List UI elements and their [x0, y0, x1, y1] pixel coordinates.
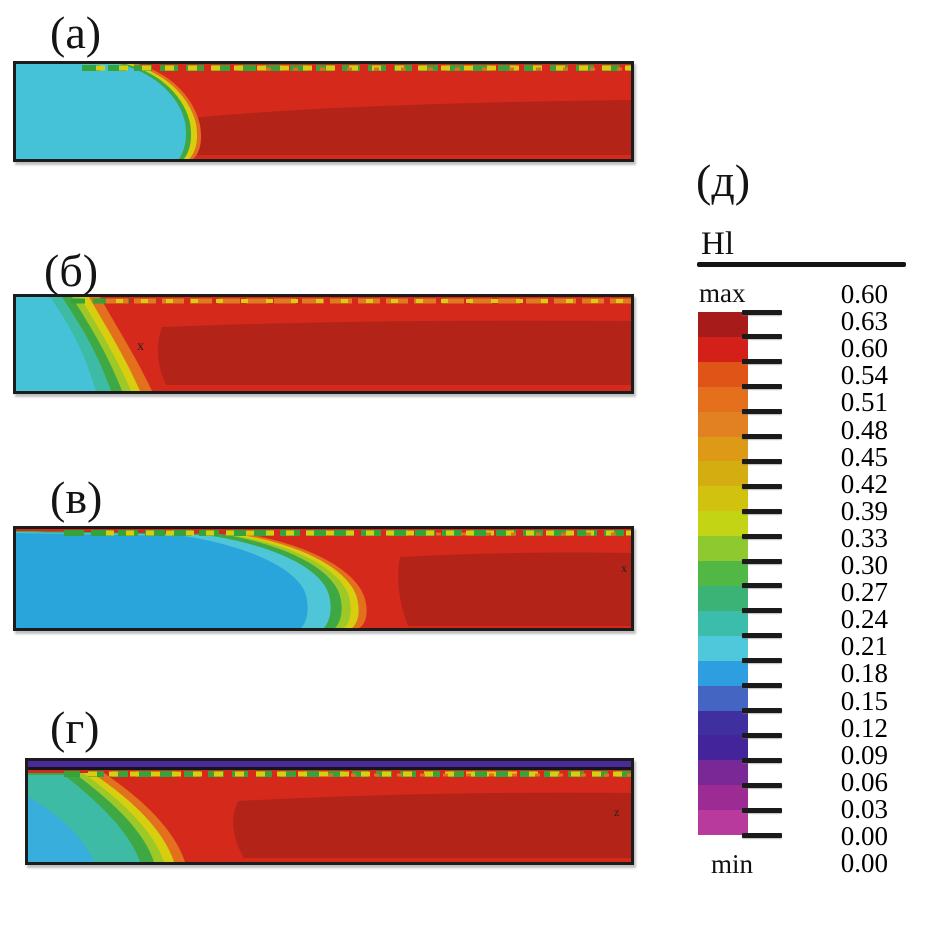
contour-plot-g-canvas: z: [28, 761, 631, 862]
colorbar-value-label: 0.39: [840, 495, 888, 526]
colorbar-value-label: 0.60: [840, 333, 888, 364]
colorbar-band: [698, 760, 748, 786]
colorbar-tick: [742, 707, 782, 713]
colorbar-band: [698, 411, 748, 437]
colorbar-tick: [742, 309, 782, 315]
colorbar-value-label: 0.06: [840, 766, 888, 797]
colorbar-tick: [742, 409, 782, 415]
colorbar-band: [698, 610, 748, 636]
colorbar-tick: [742, 608, 782, 614]
colorbar-value-label: 0.60: [840, 279, 888, 309]
contour-plot-a-canvas: [16, 64, 631, 159]
marker-x-v: x: [621, 561, 627, 575]
purple-top-stripe: [28, 761, 631, 767]
colorbar-band: [698, 386, 748, 412]
colorbar-value-label: 0.09: [840, 739, 888, 770]
colorbar-tick: [742, 658, 782, 664]
colorbar-value-label: 0.00: [840, 848, 888, 879]
colorbar-tick: [742, 807, 782, 813]
colorbar-tick: [742, 359, 782, 365]
colorbar-value-label: 0.27: [840, 577, 888, 608]
colorbar-value-label: 0.21: [840, 631, 888, 662]
colorbar-value-label: 0.00: [840, 821, 888, 851]
colorbar-value-label: 0.24: [840, 604, 888, 635]
colorbar-band: [698, 361, 748, 387]
colorbar-band: [698, 536, 748, 562]
contour-plot-b-canvas: x: [16, 297, 631, 391]
colorbar-band: [698, 336, 748, 362]
colorbar-band: [698, 685, 748, 711]
marker-z-g: z: [614, 805, 619, 819]
colorbar-value-label: 0.51: [840, 387, 888, 418]
legend-min-label: min: [711, 849, 754, 879]
colorbar: [698, 312, 748, 836]
colorbar-tick: [742, 483, 782, 489]
colorbar-band: [698, 511, 748, 537]
panel-g-label: (г): [50, 702, 100, 753]
colorbar-tick: [742, 384, 782, 390]
colorbar-tick: [742, 683, 782, 689]
colorbar-tick: [742, 633, 782, 639]
contour-plot-v: x: [13, 526, 634, 631]
colorbar-tick: [742, 583, 782, 589]
colorbar-tick: [742, 757, 782, 763]
colorbar-value-label: 0.54: [840, 360, 888, 391]
legend-rule: [697, 262, 906, 267]
colorbar-band: [698, 810, 748, 836]
colorbar-band: [698, 585, 748, 611]
colorbar-value-label: 0.45: [840, 441, 888, 472]
contour-plot-v-canvas: x: [16, 529, 631, 628]
legend-max-label: max: [699, 278, 746, 308]
panel-v-label: (в): [50, 472, 103, 523]
colorbar-band: [698, 436, 748, 462]
colorbar-value-label: 0.63: [840, 306, 888, 337]
colorbar-tick: [742, 558, 782, 564]
colorbar-value-label: 0.03: [840, 793, 888, 824]
contour-plot-g: z: [25, 758, 634, 865]
colorbar-band: [698, 785, 748, 811]
colorbar-band: [698, 461, 748, 487]
colorbar-value-label: 0.15: [840, 685, 888, 716]
colorbar-band: [698, 735, 748, 761]
colorbar-tick: [742, 458, 782, 464]
colorbar-tick: [742, 334, 782, 340]
legend-title: Hl: [701, 226, 734, 262]
contour-plot-a: [13, 61, 634, 162]
colorbar-value-label: 0.30: [840, 550, 888, 580]
colorbar-band: [698, 312, 748, 337]
panel-b-label: (б): [44, 245, 99, 296]
colorbar-band: [698, 486, 748, 512]
colorbar-tick: [742, 434, 782, 440]
legend-label: (д): [696, 155, 751, 206]
colorbar-tick: [742, 533, 782, 539]
colorbar-tick: [742, 732, 782, 738]
colorbar-tick: [742, 782, 782, 788]
colorbar-band: [698, 561, 748, 586]
colorbar-value-label: 0.33: [840, 522, 888, 553]
colorbar-tick: [742, 508, 782, 514]
colorbar-band: [698, 710, 748, 736]
colorbar-tick: [742, 832, 782, 838]
colorbar-band: [698, 660, 748, 686]
panel-a-label: (а): [50, 7, 102, 58]
marker-x-b: x: [137, 339, 144, 354]
colorbar-value-label: 0.12: [840, 712, 888, 743]
colorbar-value-label: 0.42: [840, 468, 888, 499]
colorbar-band: [698, 635, 748, 661]
colorbar-value-label: 0.18: [840, 658, 888, 689]
colorbar-value-label: 0.48: [840, 414, 888, 445]
contour-plot-b: x: [13, 294, 634, 394]
